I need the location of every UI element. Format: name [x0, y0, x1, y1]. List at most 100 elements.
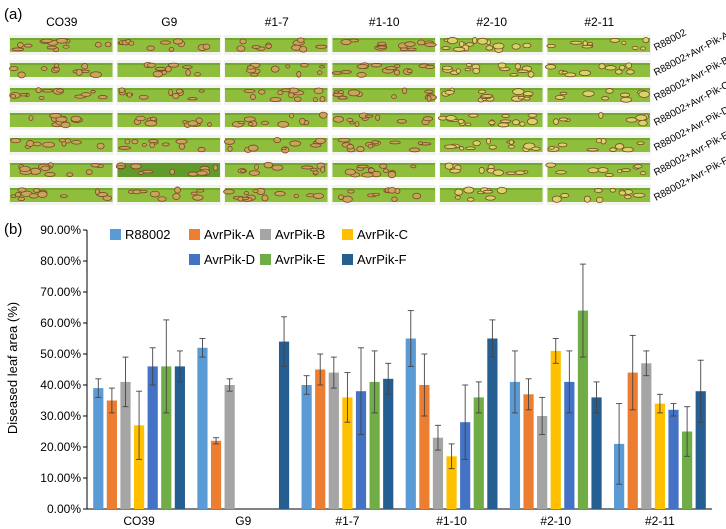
bar	[627, 372, 638, 509]
column-label: #2-11	[584, 15, 614, 29]
bar	[93, 388, 104, 509]
bar	[147, 366, 158, 509]
bar	[355, 391, 367, 509]
legend-swatch	[260, 254, 271, 265]
leaf-photo	[224, 60, 329, 80]
bar	[509, 381, 521, 509]
bar	[641, 363, 652, 509]
y-axis-title: Diseased leaf area (%)	[5, 302, 20, 434]
leaf-photo	[331, 60, 436, 80]
leaf-photo	[9, 185, 114, 205]
y-tick-label: 80.00%	[40, 254, 81, 268]
bar	[133, 425, 145, 509]
leaf-photo	[9, 35, 114, 55]
leaf-photo	[9, 135, 114, 155]
x-tick-label: CO39	[123, 514, 155, 528]
leaf-photo	[116, 35, 221, 55]
x-tick-label: #1-10	[436, 514, 467, 528]
leaf-photo	[545, 160, 651, 180]
leaf-photo	[331, 85, 437, 105]
leaf-photo	[331, 35, 437, 55]
legend-label: AvrPik-D	[204, 252, 255, 267]
y-tick-label: 10.00%	[40, 471, 81, 485]
legend-label: AvrPik-C	[357, 227, 408, 242]
leaf-photo	[331, 185, 436, 205]
leaf-photo	[546, 85, 651, 105]
column-label: #1-7	[265, 15, 289, 29]
bar	[224, 385, 235, 509]
y-tick-label: 0.00%	[47, 502, 81, 516]
leaf-photo	[545, 60, 651, 80]
leaf-photo	[439, 135, 544, 155]
column-label: CO39	[46, 15, 78, 29]
bar	[328, 372, 339, 509]
bar	[550, 350, 561, 509]
leaf-photo	[224, 110, 329, 130]
leaf-photo	[437, 110, 544, 130]
bar	[682, 431, 693, 509]
leaf-photo	[439, 160, 544, 180]
bar	[383, 378, 394, 509]
panel-a-label: (a)	[4, 6, 22, 23]
legend-label: AvrPik-B	[275, 227, 325, 242]
x-tick-label: G9	[235, 514, 251, 528]
leaf-photo	[115, 160, 221, 180]
leaf-photo	[439, 185, 544, 205]
leaf-photo	[8, 60, 114, 80]
leaf-photo	[331, 160, 436, 180]
leaf-photo	[9, 110, 114, 130]
legend-label: AvrPik-E	[275, 252, 326, 267]
legend-label: AvrPik-A	[204, 227, 255, 242]
leaf-photo	[546, 35, 651, 55]
legend-swatch	[260, 229, 271, 240]
leaf-photo	[116, 185, 221, 205]
x-tick-label: #1-7	[335, 514, 359, 528]
column-label: #1-10	[369, 15, 400, 29]
bar	[342, 397, 353, 509]
leaf-photo	[116, 110, 221, 130]
leaf-photo	[116, 135, 221, 155]
bar	[432, 437, 444, 509]
bar	[537, 416, 548, 509]
legend-swatch	[342, 254, 353, 265]
y-tick-label: 70.00%	[40, 285, 81, 299]
column-label: G9	[161, 15, 177, 29]
bar	[487, 338, 498, 509]
leaf-photo	[116, 85, 221, 105]
leaf-photo-panel: (a) CO39 G9 #1-7 #1-10 #2-10 #2-11 R88002R880…	[4, 6, 726, 205]
y-tick-label: 50.00%	[40, 347, 81, 361]
legend-swatch	[189, 254, 200, 265]
leaf-photo	[9, 160, 114, 180]
legend-swatch	[189, 229, 200, 240]
bar	[106, 400, 117, 509]
bar	[523, 394, 534, 509]
y-tick-label: 90.00%	[40, 223, 81, 237]
bar	[210, 440, 222, 509]
bar	[315, 369, 326, 509]
legend-swatch	[110, 229, 121, 240]
y-tick-label: 40.00%	[40, 378, 81, 392]
bar	[668, 409, 679, 509]
leaf-photo	[331, 110, 436, 130]
bar	[161, 366, 172, 509]
bar	[473, 397, 484, 509]
bar	[419, 385, 430, 509]
leaf-photo	[546, 135, 651, 155]
column-label: #2-10	[476, 15, 507, 29]
leaf-photo	[224, 160, 329, 180]
bar	[120, 381, 131, 509]
bar	[405, 338, 416, 509]
leaf-photo	[224, 135, 329, 155]
leaf-photo	[116, 60, 221, 80]
y-tick-label: 20.00%	[40, 440, 81, 454]
panel-b-label: (b)	[4, 221, 22, 238]
bar	[577, 310, 589, 509]
legend-label: AvrPik-F	[357, 252, 407, 267]
bar	[695, 391, 706, 509]
bar	[591, 397, 602, 509]
y-tick-label: 30.00%	[40, 409, 81, 423]
bar	[446, 456, 457, 509]
leaf-photo	[223, 185, 329, 205]
bar	[654, 403, 666, 509]
